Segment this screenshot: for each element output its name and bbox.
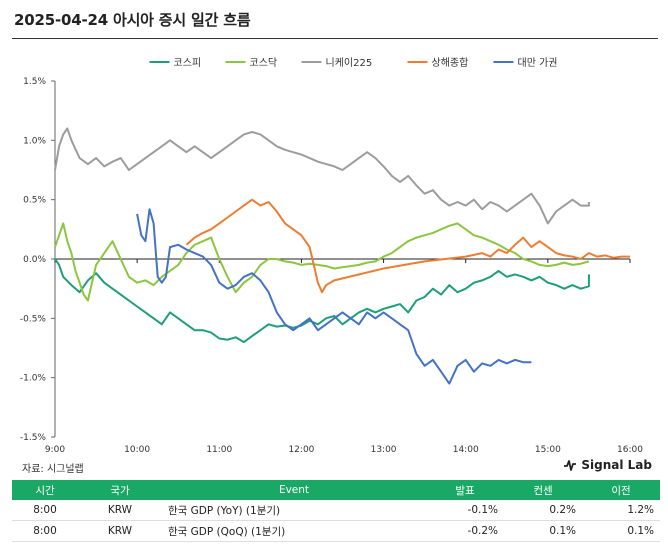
x-tick-label: 11:00 [206, 445, 232, 455]
x-tick-label: 13:00 [371, 445, 397, 455]
header-country: 국가 [110, 484, 130, 497]
header-previous: 이전 [611, 484, 631, 497]
cell-consensus: 0.2% [504, 500, 582, 521]
cell-previous: 1.2% [582, 500, 660, 521]
series-line [54, 222, 590, 302]
header-event: Event [278, 484, 310, 496]
cell-actual: -0.1% [426, 500, 504, 521]
header-actual: 발표 [455, 484, 475, 497]
legend-label: 니케이225 [326, 57, 373, 69]
legend-label: 코스피 [174, 57, 202, 69]
x-tick-label: 10:00 [124, 445, 150, 455]
cell-time: 8:00 [12, 520, 78, 542]
header-consensus: 컨센 [533, 484, 553, 497]
cell-actual: -0.2% [426, 520, 504, 542]
x-tick-label: 16:00 [617, 445, 643, 455]
y-tick-label: -1.5% [20, 433, 47, 443]
signal-wave-icon [564, 460, 577, 471]
y-tick-label: 0.5% [23, 196, 46, 206]
series-line [54, 258, 590, 344]
y-tick-label: 0.0% [23, 255, 46, 265]
table-row: 8:00 KRW 한국 GDP (QoQ) (1분기) -0.2% 0.1% 0… [12, 520, 660, 542]
y-tick-label: 1.0% [23, 136, 46, 146]
y-tick-label: 1.5% [23, 77, 46, 87]
cell-event: 한국 GDP (QoQ) (1분기) [162, 520, 426, 542]
line-chart: 1.5% 1.0% 0.5% 0.0% -0.5% -1.0% -1.5% 9:00 10:00… [20, 56, 643, 455]
brand-name: Signal Lab [581, 458, 652, 472]
table-row: 8:00 KRW 한국 GDP (YoY) (1분기) -0.1% 0.2% 1… [12, 500, 660, 521]
brand-logo: Signal Lab [563, 458, 652, 472]
header-time: 시간 [35, 484, 55, 497]
y-tick-label: -0.5% [20, 314, 47, 324]
economic-calendar-table: 시간 국가 Event 발표 컨센 이전 8:00 KRW 한국 GDP (Yo… [12, 480, 660, 542]
cell-country: KRW [78, 500, 162, 521]
x-tick-label: 12:00 [288, 445, 314, 455]
legend-label: 대만 가권 [518, 57, 558, 69]
y-tick-label: -1.0% [20, 374, 47, 384]
page-title: 2025-04-24 아시아 증시 일간 흐름 [14, 11, 251, 29]
legend-label: 코스닥 [250, 57, 278, 69]
title-divider [12, 38, 658, 39]
series-line [185, 198, 630, 294]
cell-time: 8:00 [12, 500, 78, 521]
series-line [54, 127, 590, 225]
cell-country: KRW [78, 520, 162, 542]
cell-consensus: 0.1% [504, 520, 582, 542]
x-tick-label: 15:00 [535, 445, 561, 455]
table-header-row: 시간 국가 Event 발표 컨센 이전 [12, 480, 660, 500]
legend-label: 상해종합 [432, 56, 469, 69]
cell-previous: 0.1% [582, 520, 660, 542]
cell-event: 한국 GDP (YoY) (1분기) [162, 500, 426, 521]
x-tick-label: 9:00 [45, 445, 65, 455]
series-line [136, 208, 532, 385]
x-tick-label: 14:00 [453, 445, 479, 455]
source-note: 자료: 시그널랩 [22, 464, 84, 475]
